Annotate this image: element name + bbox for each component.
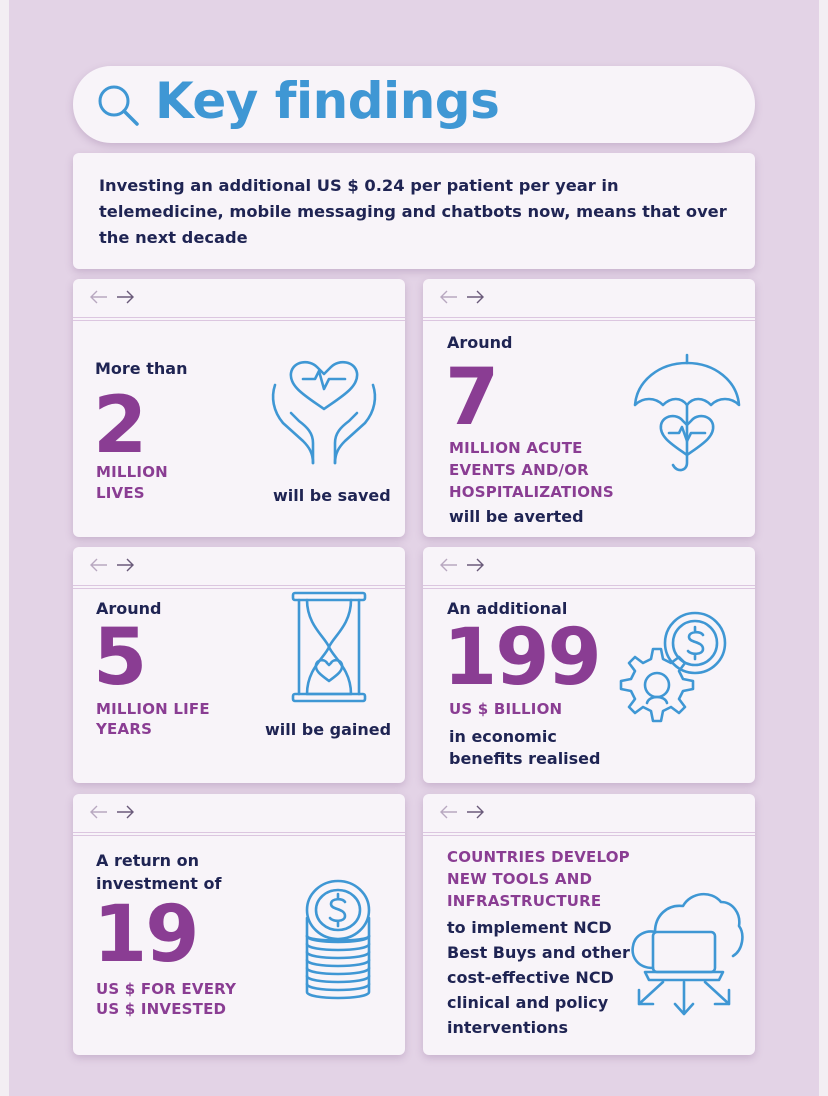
card-prefix: More than [95, 359, 188, 378]
card-nav-bar [423, 279, 755, 321]
arrow-nav-icon [90, 290, 134, 304]
card-heading-line3: INFRASTRUCTURE [447, 892, 602, 910]
card-heading-line1: COUNTRIES DEVELOP [447, 848, 630, 866]
card-heading-line2: NEW TOOLS AND [447, 870, 593, 888]
intro-box: Investing an additional US $ 0.24 per pa… [73, 153, 755, 269]
card-unit-line1: US $ FOR EVERY [96, 980, 237, 998]
page-title: Key findings [155, 72, 500, 130]
card-suffix: will be saved [273, 486, 391, 505]
gear-coin-icon [619, 611, 727, 723]
card-events-averted: Around 7 MILLION ACUTE EVENTS AND/OR HOS… [423, 279, 755, 537]
card-nav-bar [73, 794, 405, 836]
card-unit-line1: MILLION LIFE [96, 700, 210, 718]
coin-stack-icon [305, 879, 371, 1000]
arrow-nav-icon [440, 290, 484, 304]
card-life-years: Around 5 MILLION LIFE YEARS will be gain… [73, 547, 405, 783]
card-nav-bar [73, 279, 405, 321]
arrow-nav-icon [90, 805, 134, 819]
card-unit-line2: US $ INVESTED [96, 1000, 227, 1018]
card-body-line: cost-effective NCD [447, 968, 614, 987]
search-icon [98, 85, 139, 126]
card-prefix-line1: A return on [96, 851, 199, 870]
card-prefix-line2: investment of [96, 874, 222, 893]
arrow-nav-icon [440, 558, 484, 572]
heart-hands-icon [271, 360, 377, 465]
card-unit-line1: MILLION ACUTE [449, 439, 583, 457]
card-prefix: Around [447, 333, 513, 352]
card-lives-saved: More than 2 MILLION LIVES will be saved [73, 279, 405, 537]
arrow-nav-icon [440, 805, 484, 819]
card-unit-line2: EVENTS AND/OR [449, 461, 589, 479]
card-return-on-investment: A return on investment of 19 US $ FOR EV… [73, 794, 405, 1055]
card-economic-benefits: An additional 199 US $ BILLION in econom… [423, 547, 755, 783]
card-nav-bar [423, 794, 755, 836]
cloud-laptop-icon [631, 892, 744, 1016]
hourglass-icon [291, 591, 367, 703]
card-number: 2 [93, 381, 148, 471]
card-number: 5 [93, 613, 148, 703]
card-body-line: Best Buys and other [447, 943, 630, 962]
card-suffix: will be gained [265, 720, 392, 739]
card-number: 199 [443, 613, 602, 703]
title-bar: Key findings [73, 66, 755, 143]
arrow-nav-icon [90, 558, 134, 572]
card-unit-line2: YEARS [96, 720, 153, 738]
umbrella-heart-icon [633, 353, 741, 472]
card-unit-line3: HOSPITALIZATIONS [449, 483, 614, 501]
card-suffix: will be averted [449, 507, 584, 526]
card-unit-line2: LIVES [96, 484, 145, 502]
card-nav-bar [73, 547, 405, 589]
card-number: 19 [93, 890, 200, 980]
card-unit-line1: US $ BILLION [449, 700, 563, 718]
card-number: 7 [445, 353, 500, 443]
card-prefix: An additional [447, 599, 568, 618]
card-suffix-line1: in economic [449, 727, 557, 746]
card-new-tools: COUNTRIES DEVELOP NEW TOOLS AND INFRASTR… [423, 794, 755, 1055]
card-body-line: to implement NCD [447, 918, 612, 937]
intro-text: Investing an additional US $ 0.24 per pa… [99, 176, 727, 247]
card-unit-line1: MILLION [96, 463, 168, 481]
card-suffix-line2: benefits realised [449, 749, 601, 768]
card-body-line: clinical and policy [447, 993, 609, 1012]
card-prefix: Around [96, 599, 162, 618]
card-nav-bar [423, 547, 755, 589]
card-body-line: interventions [447, 1018, 568, 1037]
